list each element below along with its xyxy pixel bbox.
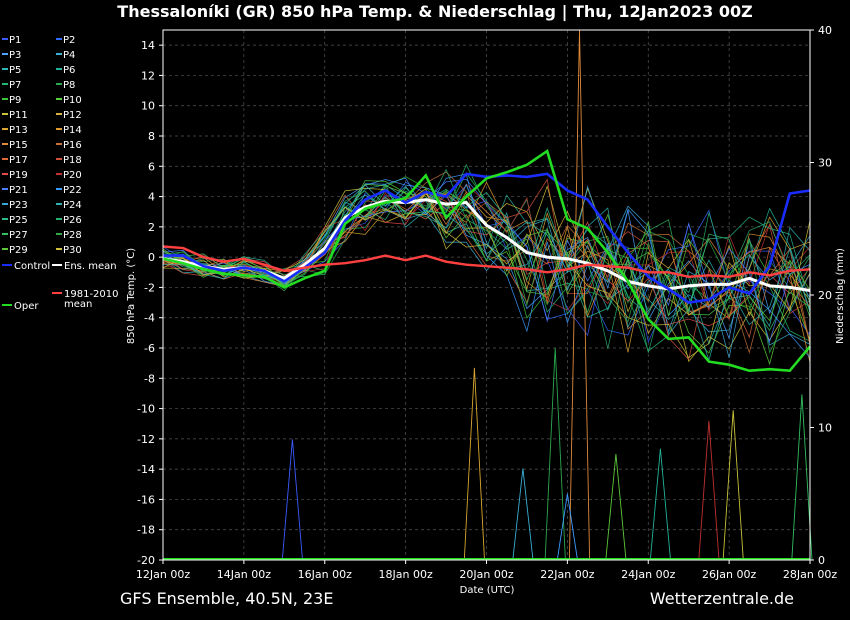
- legend-label: P4: [63, 50, 75, 61]
- legend-label: P27: [9, 230, 28, 241]
- x-tick-label: 12Jan 00z: [136, 568, 190, 581]
- precip-spike: [556, 493, 578, 561]
- legend-label: P17: [9, 155, 28, 166]
- legend-label: P5: [9, 65, 21, 76]
- legend-label: P7: [9, 80, 21, 91]
- x-tick-label: 16Jan 00z: [298, 568, 352, 581]
- legend-label: P21: [9, 185, 28, 196]
- legend-label: P8: [63, 80, 75, 91]
- oper-line: [162, 149, 811, 373]
- legend-label: P19: [9, 170, 28, 181]
- y-tick-label: -12: [137, 433, 155, 446]
- y2-tick-label: 0: [818, 554, 825, 567]
- legend: P1 P2 P3 P4 P5 P6 P7 P8 P9 P10 P11 P12 P13 P14 P15 P16 P…: [2, 35, 119, 312]
- legend-label: P10: [63, 95, 82, 106]
- y2-tick-label: 10: [818, 422, 832, 435]
- y2-axis-label: Niederschlag (mm): [835, 248, 846, 344]
- legend-label: P15: [9, 140, 28, 151]
- legend-label: P18: [63, 155, 82, 166]
- y2-tick-label: 40: [818, 24, 832, 37]
- legend-label: P26: [63, 215, 82, 226]
- y-axis-label: 850 hPa Temp. (°C): [126, 248, 137, 344]
- chart-title: Thessaloníki (GR) 850 hPa Temp. & Nieder…: [117, 2, 752, 22]
- precip-spike: [698, 420, 720, 561]
- x-tick-label: 18Jan 00z: [379, 568, 433, 581]
- 1981-2010-mean-line: [162, 245, 811, 279]
- y2-tick-label: 30: [818, 157, 832, 170]
- legend-label: Oper: [14, 301, 39, 312]
- x-tick-label: 22Jan 00z: [540, 568, 594, 581]
- legend-label: P11: [9, 110, 28, 121]
- legend-label: 1981-2010: [64, 289, 119, 300]
- legend-label: P24: [63, 200, 82, 211]
- ensemble-member-line: [162, 187, 811, 363]
- y-tick-label: -4: [144, 312, 155, 325]
- y2-tick-label: 20: [818, 289, 832, 302]
- y-tick-label: -8: [144, 372, 155, 385]
- footer-model-info: GFS Ensemble, 40.5N, 23E: [120, 589, 333, 608]
- legend-label: P25: [9, 215, 28, 226]
- ensemble-member-line: [162, 178, 811, 344]
- y-axis-ticks: 14 12 10 8 6 4 2 0 -2 -4 -6 -8 -10 -12 -14 -16 -18 -20: [137, 39, 163, 567]
- legend-label: P16: [63, 140, 82, 151]
- footer-site-name: Wetterzentrale.de: [650, 589, 794, 608]
- precip-spike: [463, 367, 485, 561]
- y-tick-label: -6: [144, 342, 155, 355]
- y-tick-label: -18: [137, 524, 155, 537]
- ensemble-member-line: [162, 172, 811, 331]
- legend-label: Control: [14, 261, 50, 272]
- legend-label: P20: [63, 170, 82, 181]
- legend-label: P1: [9, 35, 21, 46]
- legend-label: P2: [63, 35, 75, 46]
- x-tick-label: 24Jan 00z: [621, 568, 675, 581]
- legend-label: P13: [9, 125, 28, 136]
- precip-spike: [791, 394, 813, 561]
- y-tick-label: 4: [148, 191, 155, 204]
- precip-spike: [512, 468, 534, 561]
- legend-label: P12: [63, 110, 82, 121]
- x-tick-label: 14Jan 00z: [217, 568, 271, 581]
- y2-axis-ticks: 40 30 20 10 0: [810, 24, 832, 567]
- legend-label: P22: [63, 185, 82, 196]
- y-tick-label: 14: [141, 39, 155, 52]
- ensemble-member-line: [162, 192, 811, 318]
- y-tick-label: 10: [141, 100, 155, 113]
- y-tick-label: -20: [137, 554, 155, 567]
- legend-label: P23: [9, 200, 28, 211]
- x-axis-ticks: 12Jan 00z 14Jan 00z 16Jan 00z 18Jan 00z 20Ja…: [136, 560, 837, 581]
- legend-label: P28: [63, 230, 82, 241]
- precip-spike: [544, 347, 566, 561]
- x-tick-label: 20Jan 00z: [459, 568, 513, 581]
- y-tick-label: 2: [148, 221, 155, 234]
- x-tick-label: 26Jan 00z: [702, 568, 756, 581]
- precip-spike: [722, 410, 744, 561]
- legend-label: Ens. mean: [64, 261, 117, 272]
- y-tick-label: 6: [148, 160, 155, 173]
- precip-spike: [281, 439, 303, 561]
- y-tick-label: -10: [137, 403, 155, 416]
- control-line: [163, 172, 811, 304]
- legend-label: P29: [9, 245, 28, 256]
- precip-spike: [649, 448, 671, 561]
- x-tick-label: 28Jan 00z: [783, 568, 837, 581]
- legend-label: mean: [64, 299, 92, 310]
- legend-label: P30: [63, 245, 82, 256]
- y-tick-label: 0: [148, 251, 155, 264]
- legend-label: P6: [63, 65, 75, 76]
- y-tick-label: 8: [148, 130, 155, 143]
- precipitation-lines: [163, 29, 813, 561]
- highlight-series: [162, 149, 811, 373]
- y-tick-label: -16: [137, 493, 155, 506]
- legend-label: P3: [9, 50, 21, 61]
- precip-spike: [605, 453, 627, 561]
- legend-label: P14: [63, 125, 82, 136]
- x-axis-label: Date (UTC): [460, 585, 515, 596]
- legend-label: P9: [9, 95, 21, 106]
- y-tick-label: 12: [141, 69, 155, 82]
- y-tick-label: -2: [144, 281, 155, 294]
- y-tick-label: -14: [137, 463, 155, 476]
